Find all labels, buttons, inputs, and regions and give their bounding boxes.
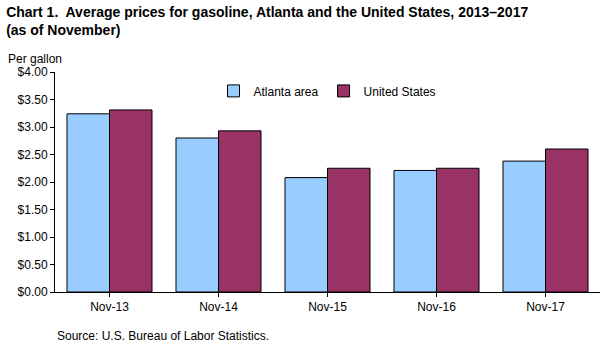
- svg-text:$2.00: $2.00: [18, 175, 48, 189]
- svg-text:$3.50: $3.50: [18, 93, 48, 107]
- svg-text:Nov-16: Nov-16: [417, 300, 456, 314]
- svg-text:Atlanta area: Atlanta area: [254, 85, 319, 99]
- svg-text:Nov-13: Nov-13: [90, 300, 129, 314]
- svg-text:$4.00: $4.00: [18, 65, 48, 79]
- svg-text:Chart 1. Average prices for g: Chart 1. Average prices for gasoline, At…: [6, 4, 528, 38]
- svg-text:$2.50: $2.50: [18, 148, 48, 162]
- svg-text:$1.00: $1.00: [18, 230, 48, 244]
- svg-text:Source: U.S. Bureau of Labor S: Source: U.S. Bureau of Labor Statistics.: [57, 329, 269, 342]
- svg-text:$0.50: $0.50: [18, 258, 48, 272]
- svg-text:Nov-17: Nov-17: [526, 300, 565, 314]
- svg-text:$1.50: $1.50: [18, 203, 48, 217]
- svg-text:Nov-15: Nov-15: [308, 300, 347, 314]
- svg-text:Nov-14: Nov-14: [199, 300, 238, 314]
- svg-text:$0.00: $0.00: [18, 285, 48, 299]
- svg-text:Per gallon: Per gallon: [8, 52, 62, 66]
- svg-text:United States: United States: [364, 85, 436, 99]
- svg-text:$3.00: $3.00: [18, 120, 48, 134]
